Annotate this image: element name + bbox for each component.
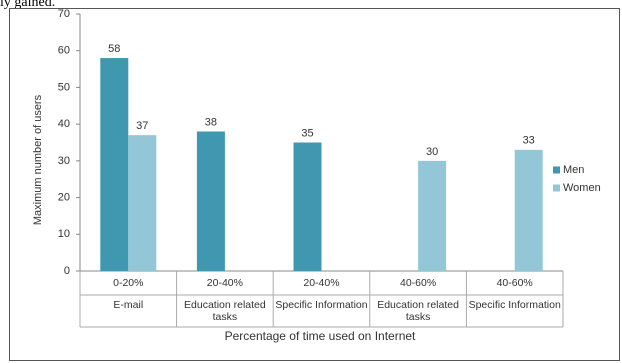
x-tick-sublabel: Education related tasks [377,299,459,323]
data-label: 35 [301,127,313,139]
bar [418,160,447,271]
x-tick-label: 20-40% [303,277,340,289]
x-tick-label: 40-60% [399,277,437,289]
bar [100,58,129,271]
data-label: 33 [523,135,535,147]
data-label: 38 [205,116,217,128]
legend-swatch [553,166,560,174]
x-tick-label: 40-60% [496,277,533,289]
y-tick-label: 20 [58,191,70,203]
y-tick-label: 60 [58,45,70,57]
chart-frame [9,8,620,361]
bar [128,135,157,271]
bar [514,149,543,271]
data-label: 58 [108,43,120,55]
x-tick-label: 0-20% [113,277,144,289]
legend-swatch [553,184,560,192]
y-tick-label: 30 [58,155,70,167]
legend-label: Women [563,182,601,194]
bar [293,142,322,271]
x-tick-sublabel: Specific Information [275,299,368,311]
y-tick-label: 0 [64,265,70,277]
x-axis-title: Percentage of time used on Internet [225,329,416,343]
y-tick-label: 70 [58,8,70,20]
data-label: 30 [426,146,438,158]
legend-label: Men [563,164,584,176]
y-tick-label: 50 [58,81,70,93]
x-tick-label: 20-40% [206,277,243,289]
data-label: 37 [136,120,148,132]
y-tick-label: 40 [58,118,70,130]
x-tick-sublabel: Education related tasks [184,299,266,323]
x-tick-sublabel: Specific Information [468,299,561,311]
x-tick-sublabel: E-mail [113,299,144,311]
bar [196,131,225,271]
caption: ly gained. [0,0,55,10]
y-axis-title: Maximum number of users [32,94,44,225]
y-tick-label: 10 [58,228,70,240]
